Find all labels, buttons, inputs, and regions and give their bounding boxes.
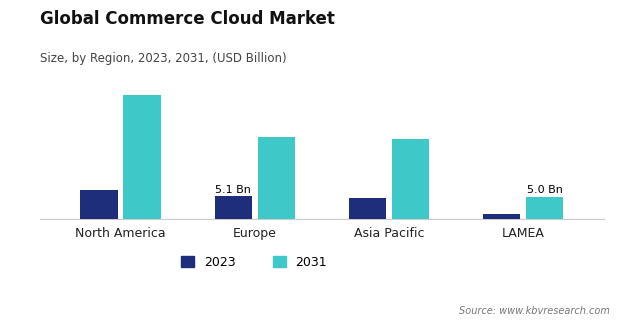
Bar [258,137,295,219]
Bar [80,190,118,219]
Bar [483,214,521,219]
Text: Source: www.kbvresearch.com: Source: www.kbvresearch.com [459,306,610,316]
Bar [123,95,161,219]
Text: Global Commerce Cloud Market: Global Commerce Cloud Market [40,10,335,28]
Bar [348,198,386,219]
Bar [392,139,429,219]
Legend: 2023, 2031: 2023, 2031 [181,256,327,269]
Text: 5.0 Bn: 5.0 Bn [527,185,563,195]
Text: 5.1 Bn: 5.1 Bn [215,185,251,195]
Text: Size, by Region, 2023, 2031, (USD Billion): Size, by Region, 2023, 2031, (USD Billio… [40,52,287,64]
Bar [215,196,252,219]
Bar [526,197,563,219]
